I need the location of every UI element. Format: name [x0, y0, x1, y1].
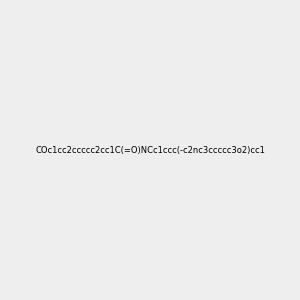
Text: COc1cc2ccccc2cc1C(=O)NCc1ccc(-c2nc3ccccc3o2)cc1: COc1cc2ccccc2cc1C(=O)NCc1ccc(-c2nc3ccccc… [35, 146, 265, 154]
